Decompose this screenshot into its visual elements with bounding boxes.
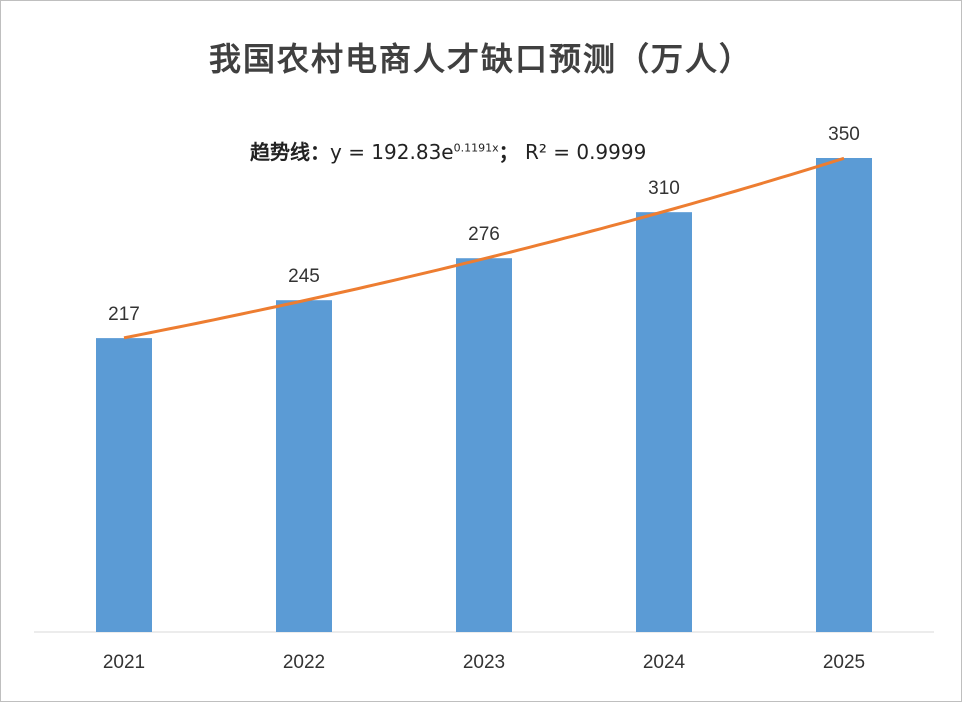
bar-2025 — [816, 158, 872, 632]
x-tick-label-2022: 2022 — [283, 652, 325, 673]
data-label-2022: 245 — [288, 266, 320, 287]
trendline-r2: R² = 0.9999 — [524, 140, 647, 164]
x-tick-label-2021: 2021 — [103, 652, 145, 673]
trendline-exponent: 0.1191x — [453, 141, 499, 155]
data-label-2025: 350 — [828, 124, 860, 145]
trendline — [123, 156, 845, 340]
bar-2022 — [276, 300, 332, 632]
data-label-2021: 217 — [108, 304, 140, 325]
x-tick-label-2025: 2025 — [823, 652, 865, 673]
bar-2024 — [636, 212, 692, 632]
chart-title: 我国农村电商人才缺口预测（万人） — [208, 40, 753, 78]
trendline-separator: ； — [498, 140, 519, 164]
data-label-2024: 310 — [648, 178, 680, 199]
bar-2023 — [456, 258, 512, 632]
x-tick-label-2024: 2024 — [643, 652, 686, 673]
data-label-2023: 276 — [468, 224, 500, 245]
trendline-equation: 趋势线：y = 192.83e0.1191x； R² = 0.9999 — [250, 136, 646, 165]
trendline-formula: y = 192.83e — [330, 140, 454, 164]
trendline-label: 趋势线： — [250, 140, 330, 164]
bar-2021 — [96, 338, 152, 632]
x-tick-label-2023: 2023 — [463, 652, 505, 673]
